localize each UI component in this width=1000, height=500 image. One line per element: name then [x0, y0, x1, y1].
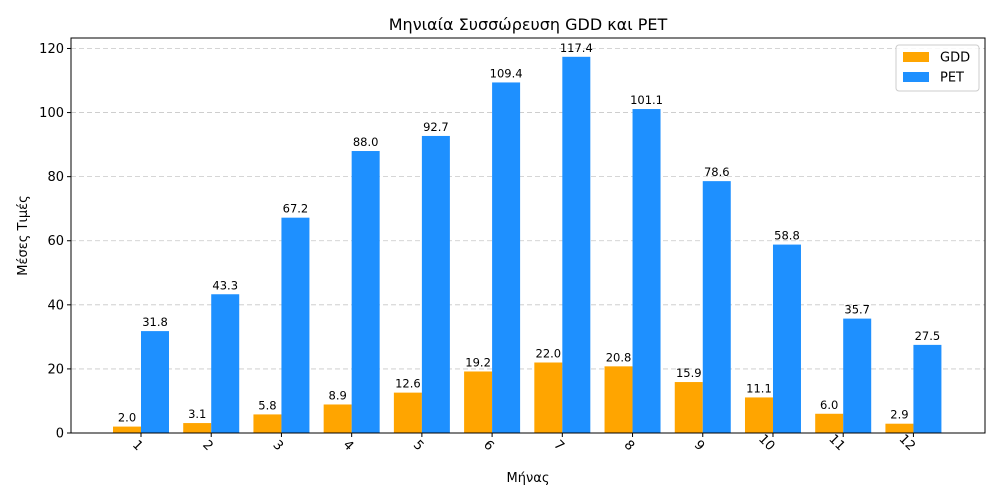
y-tick-label: 120: [39, 42, 64, 57]
data-label-gdd: 8.9: [329, 388, 347, 402]
data-label-gdd: 22.0: [536, 347, 562, 361]
x-tick-label: 8: [621, 438, 637, 454]
x-tick-label: 4: [340, 438, 356, 454]
bar-pet: [562, 56, 591, 434]
x-tick-label: 2: [199, 438, 215, 454]
bar-pet: [141, 331, 169, 433]
data-label-pet: 27.5: [915, 329, 941, 343]
data-label-pet: 92.7: [423, 120, 449, 134]
bar-pet: [772, 244, 801, 433]
data-labels: 2.0 31.8 3.1 43.3 5.8 67.2 8.9 88.0 12.6 92.7 19.2…: [118, 41, 940, 425]
plot-frame: [70, 37, 986, 434]
data-label-gdd: 6.0: [820, 398, 838, 412]
x-tick-label: 12: [896, 432, 918, 454]
legend-label-gdd: GDD: [940, 51, 970, 66]
data-label-pet: 31.8: [142, 315, 168, 329]
bar-gdd: [253, 414, 282, 433]
x-tick-label: 9: [691, 438, 707, 454]
bar-gdd: [393, 392, 422, 433]
y-axis-ticks: 0 20 40 60 80 100 120: [39, 42, 71, 442]
data-label-gdd: 20.8: [606, 350, 632, 364]
y-tick-label: 60: [47, 234, 64, 249]
x-tick-label: 1: [129, 438, 145, 454]
bar-gdd: [113, 426, 141, 433]
legend: GDD PET: [895, 44, 980, 92]
x-axis-ticks: 1 2 3 4 5 6 7 8 9 10 11 12: [129, 432, 918, 454]
y-axis-label: Μέσες Τιμές: [16, 195, 31, 276]
data-label-pet: 43.3: [212, 278, 238, 292]
bar-gdd: [604, 366, 633, 433]
bar-pet: [281, 217, 310, 433]
data-label-pet: 78.6: [704, 165, 730, 179]
bar-pet: [843, 318, 872, 433]
bar-pet: [421, 135, 450, 434]
data-label-gdd: 11.1: [746, 381, 772, 395]
x-tick-label: 7: [550, 438, 566, 454]
bar-gdd: [323, 404, 352, 433]
bar-pet: [702, 181, 731, 433]
bar-pet: [492, 82, 521, 433]
x-tick-label: 10: [755, 432, 777, 454]
bar-gdd: [674, 382, 703, 433]
bar-pet: [211, 294, 240, 433]
bar-gdd: [534, 362, 563, 433]
legend-label-pet: PET: [940, 71, 964, 86]
bars: [113, 56, 942, 434]
x-tick-label: 11: [825, 432, 847, 454]
data-label-gdd: 2.9: [890, 408, 908, 422]
data-label-pet: 67.2: [283, 202, 309, 216]
y-tick-label: 100: [39, 106, 64, 121]
data-label-gdd: 19.2: [465, 355, 491, 369]
x-tick-label: 6: [480, 438, 496, 454]
y-tick-label: 20: [47, 362, 64, 377]
data-label-pet: 58.8: [774, 229, 800, 243]
bar-pet: [351, 151, 380, 433]
legend-swatch-gdd: [903, 52, 929, 62]
data-label-gdd: 3.1: [188, 407, 206, 421]
data-label-pet: 117.4: [560, 41, 593, 55]
y-tick-label: 40: [47, 298, 64, 313]
bar-pet: [632, 109, 661, 433]
bar-gdd: [464, 371, 493, 433]
x-tick-label: 3: [270, 438, 286, 454]
data-label-gdd: 2.0: [118, 411, 136, 425]
bar-gdd: [885, 423, 914, 433]
x-tick-label: 5: [410, 438, 426, 454]
y-tick-label: 80: [47, 170, 64, 185]
bar-gdd: [183, 423, 212, 433]
data-label-gdd: 15.9: [676, 366, 702, 380]
data-label-gdd: 12.6: [395, 377, 421, 391]
bar-gdd: [815, 413, 844, 433]
y-tick-label: 0: [56, 427, 64, 442]
data-label-pet: 35.7: [844, 303, 870, 317]
x-axis-label: Μήνας: [507, 471, 550, 486]
data-label-pet: 88.0: [353, 135, 379, 149]
legend-swatch-pet: [903, 72, 929, 82]
data-label-gdd: 5.8: [258, 398, 276, 412]
bar-pet: [913, 344, 942, 433]
bar-gdd: [744, 397, 773, 433]
data-label-pet: 109.4: [490, 66, 523, 80]
data-label-pet: 101.1: [630, 93, 663, 107]
chart-title: Μηνιαία Συσσώρευση GDD και PET: [389, 15, 668, 34]
